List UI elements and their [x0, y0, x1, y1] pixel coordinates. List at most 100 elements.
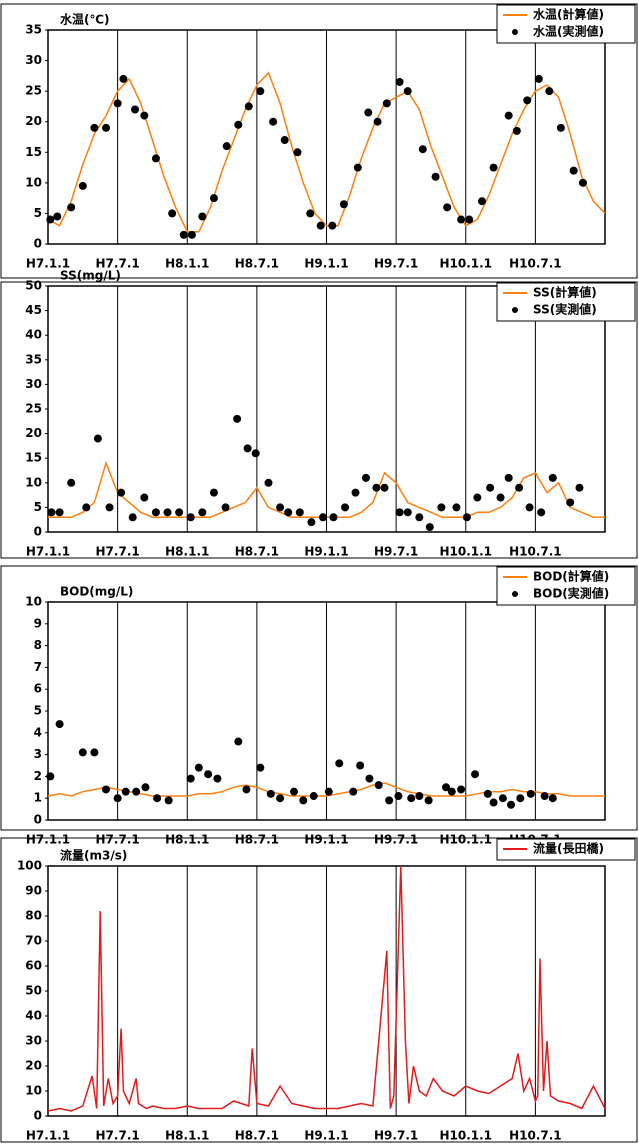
y-tick-label: 50 — [25, 279, 42, 293]
data-point — [153, 794, 162, 803]
y-tick-label: 40 — [25, 328, 42, 342]
data-point — [151, 154, 160, 163]
data-line — [47, 865, 606, 1112]
data-point — [175, 508, 184, 517]
x-tick-label: H7.7.1 — [96, 1129, 140, 1143]
y-tick-label: 70 — [25, 934, 42, 948]
x-tick-label: H7.1.1 — [26, 545, 70, 559]
panel-frame — [0, 837, 638, 1143]
data-point — [213, 774, 222, 783]
legend-label: BOD(計算値) — [533, 569, 609, 584]
data-point — [452, 503, 461, 512]
data-point — [516, 794, 525, 803]
data-point — [164, 796, 173, 805]
legend-box — [496, 4, 636, 44]
y-tick-label: 5 — [34, 704, 42, 718]
data-point — [498, 794, 507, 803]
data-point — [437, 503, 446, 512]
data-point — [117, 488, 126, 497]
y-tick-label: 0 — [34, 1109, 42, 1123]
data-point — [353, 163, 362, 172]
data-point — [276, 794, 285, 803]
data-point — [141, 783, 150, 792]
x-tick-label: H9.7.1 — [374, 257, 418, 271]
data-point — [339, 200, 348, 209]
data-point — [67, 478, 76, 487]
data-point — [276, 503, 285, 512]
data-point — [471, 770, 480, 779]
data-point — [385, 796, 394, 805]
data-point — [187, 230, 196, 239]
y-tick-label: 0 — [34, 237, 42, 251]
x-tick-label: H10.7.1 — [509, 1129, 562, 1143]
y-tick-label: 4 — [34, 725, 42, 739]
x-tick-label: H8.1.1 — [165, 545, 209, 559]
data-point — [244, 102, 253, 111]
data-point — [234, 737, 243, 746]
data-point — [431, 172, 440, 181]
data-point — [540, 792, 549, 801]
data-point — [365, 774, 374, 783]
x-tick-label: H10.1.1 — [439, 1129, 492, 1143]
data-point — [186, 513, 195, 522]
data-point — [335, 759, 344, 768]
data-point — [443, 203, 452, 212]
data-point — [46, 772, 55, 781]
data-point — [67, 203, 76, 212]
data-point — [424, 796, 433, 805]
x-tick-label: H9.1.1 — [304, 257, 348, 271]
data-line — [47, 71, 606, 233]
y-tick-label: 1 — [34, 791, 42, 805]
x-tick-label: H8.7.1 — [235, 545, 279, 559]
data-point — [168, 209, 177, 218]
x-tick-label: H8.7.1 — [235, 257, 279, 271]
data-point — [179, 230, 188, 239]
data-point — [93, 434, 102, 443]
x-tick-label: H9.7.1 — [374, 545, 418, 559]
data-point — [234, 120, 243, 129]
data-point — [90, 748, 99, 757]
x-tick-label: H8.1.1 — [165, 257, 209, 271]
y-tick-label: 5 — [34, 500, 42, 514]
data-point — [128, 513, 137, 522]
y-tick-label: 90 — [25, 884, 42, 898]
legend-label: 水温(実測値) — [533, 24, 604, 39]
y-tick-label: 30 — [25, 377, 42, 391]
data-point — [374, 781, 383, 790]
data-point — [233, 414, 242, 423]
data-point — [489, 163, 498, 172]
data-point — [526, 789, 535, 798]
chart-title: 流量(m3/s) — [60, 848, 127, 863]
x-tick-label: H8.1.1 — [165, 1129, 209, 1143]
data-point — [351, 488, 360, 497]
legend-label: 流量(長田橋) — [533, 841, 604, 856]
data-point — [90, 123, 99, 132]
data-point — [489, 798, 498, 807]
panel-frame — [0, 3, 638, 279]
legend-box — [496, 838, 636, 861]
data-point — [407, 794, 416, 803]
data-point — [349, 787, 358, 796]
x-tick-label: H7.7.1 — [96, 545, 140, 559]
data-point — [295, 508, 304, 517]
data-point — [306, 209, 315, 218]
data-point — [151, 508, 160, 517]
data-point — [132, 787, 141, 796]
data-point — [121, 787, 130, 796]
y-tick-label: 10 — [25, 1084, 42, 1098]
data-point — [534, 74, 543, 83]
data-point — [324, 787, 333, 796]
data-point — [53, 212, 62, 221]
y-tick-label: 20 — [25, 1059, 42, 1073]
data-point — [55, 720, 64, 729]
y-tick-label: 9 — [34, 616, 42, 630]
data-point — [113, 794, 122, 803]
data-point — [442, 783, 451, 792]
data-point — [462, 513, 471, 522]
data-point — [131, 105, 140, 114]
x-tick-label: H10.1.1 — [439, 545, 492, 559]
legend-box — [496, 566, 636, 606]
data-point — [47, 508, 56, 517]
data-point — [264, 478, 273, 487]
